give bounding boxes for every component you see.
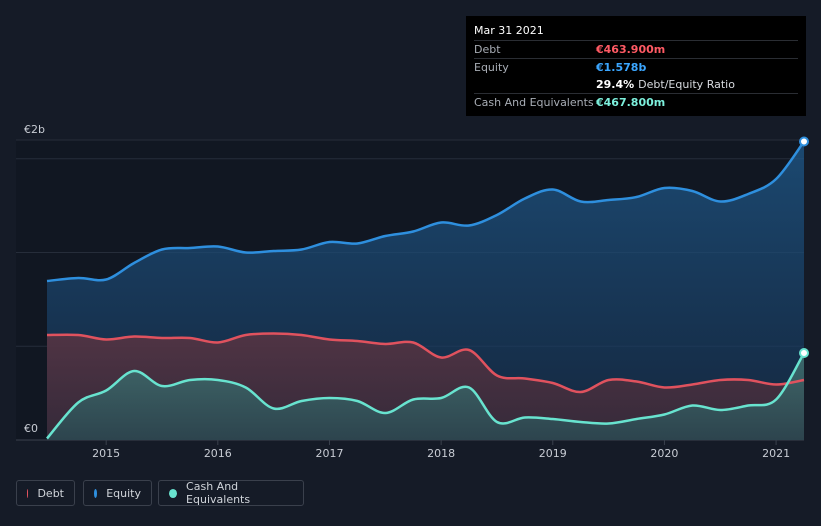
cash-dot-icon (169, 488, 178, 498)
tooltip-value-debt: €463.900m (596, 43, 666, 56)
cash-and-equivalents-line (46, 352, 806, 440)
legend-label-debt: Debt (37, 486, 64, 500)
end-markers (799, 136, 809, 358)
legend-item-cash[interactable]: Cash And Equivalents (158, 480, 304, 506)
equity-end-marker[interactable] (799, 136, 809, 147)
x-tick-label: 2019 (539, 447, 567, 460)
tooltip-row-debt: Debt €463.900m (474, 40, 798, 58)
equity-line (46, 140, 806, 283)
tooltip-label-equity: Equity (474, 61, 509, 74)
series-lines (46, 140, 806, 440)
legend-label-cash: Cash And Equivalents (186, 480, 251, 506)
tooltip-value-cash: €467.800m (596, 96, 666, 109)
x-axis: 2015 2016 2017 2018 2019 2020 2021 (92, 440, 790, 460)
tooltip-label-debt: Debt (474, 43, 501, 56)
legend-label-equity: Equity (106, 486, 141, 500)
debt-dot-icon (27, 488, 29, 498)
tooltip-ratio-label: Debt/Equity Ratio (638, 78, 735, 91)
tooltip-date: Mar 31 2021 (474, 24, 544, 37)
tooltip: Mar 31 2021 Debt €463.900m Equity €1.578… (466, 16, 806, 116)
tooltip-row-cash: Cash And Equivalents €467.800m (474, 93, 798, 111)
x-tick-label: 2018 (427, 447, 455, 460)
tooltip-row-ratio: 29.4% Debt/Equity Ratio (474, 76, 798, 93)
x-tick-label: 2015 (92, 447, 120, 460)
series-areas (47, 141, 804, 440)
tooltip-row-equity: Equity €1.578b (474, 58, 798, 76)
equity-dot-icon (94, 488, 98, 498)
tooltip-label-cash: Cash And Equivalents (474, 96, 594, 109)
cash-and-equivalents-end-marker[interactable] (799, 348, 809, 358)
y-tick-label-top: €2b (24, 123, 45, 136)
legend-item-equity[interactable]: Equity (83, 480, 152, 506)
legend-item-debt[interactable]: Debt (16, 480, 75, 506)
y-tick-label-bottom: €0 (24, 422, 38, 435)
x-tick-label: 2021 (762, 447, 790, 460)
x-tick-label: 2017 (315, 447, 343, 460)
debt-line (46, 332, 805, 394)
x-tick-label: 2016 (204, 447, 232, 460)
cash-and-equivalents-area (47, 353, 804, 440)
tooltip-value-equity: €1.578b (596, 61, 647, 74)
tooltip-value-ratio: 29.4% (596, 78, 635, 91)
x-tick-label: 2020 (650, 447, 678, 460)
